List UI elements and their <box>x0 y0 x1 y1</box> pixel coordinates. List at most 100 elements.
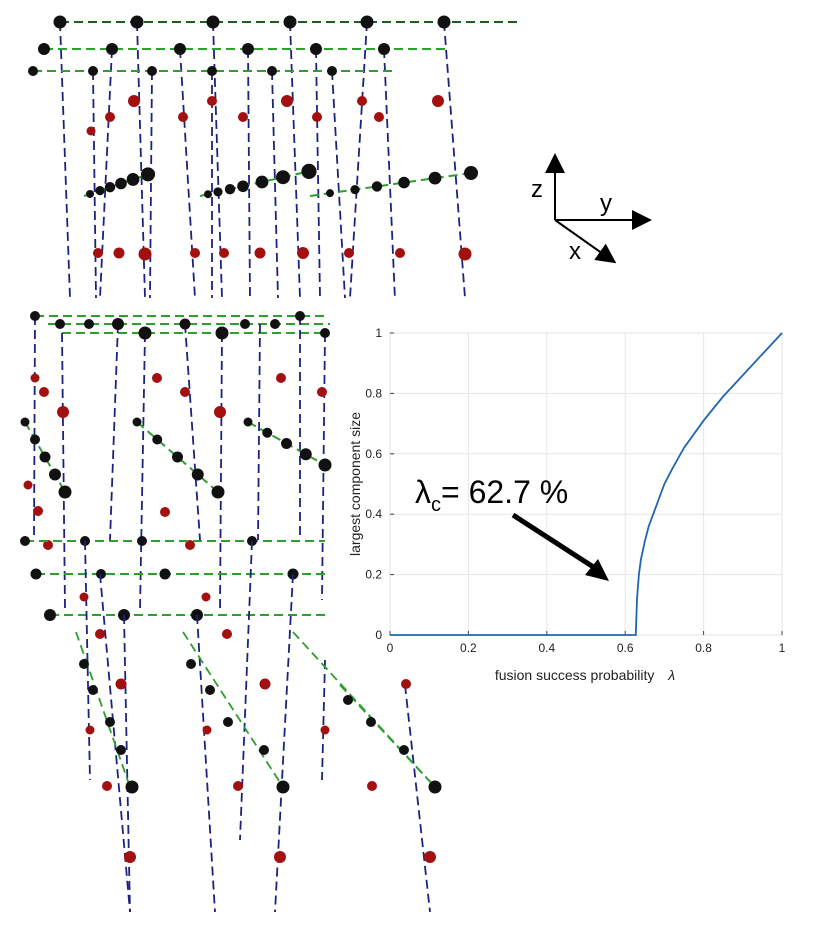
qubit-red <box>401 679 411 689</box>
qubit-red <box>367 781 377 791</box>
threshold-annotation: λc= 62.7 % <box>415 474 568 516</box>
qubit <box>464 166 478 180</box>
qubit <box>301 163 317 179</box>
qubit <box>112 318 124 330</box>
y-tick-label: 0.6 <box>365 447 382 461</box>
qubit <box>79 659 89 669</box>
qubit-red <box>201 592 211 602</box>
vertical-bond <box>109 323 119 541</box>
vertical-bond <box>271 70 279 299</box>
vertical-bond <box>59 21 71 299</box>
qubit-red <box>254 247 266 259</box>
x-axis-title-symbol: λ <box>667 667 675 683</box>
qubit <box>105 717 115 727</box>
qubit <box>186 659 196 669</box>
qubit-red <box>432 95 444 107</box>
qubit-red <box>219 248 229 258</box>
qubit-red <box>222 629 232 639</box>
qubit <box>204 190 212 199</box>
qubit <box>343 695 353 705</box>
qubit <box>318 458 332 472</box>
vertical-bond <box>149 70 153 299</box>
qubit <box>366 717 376 727</box>
qubit <box>299 448 312 461</box>
qubit <box>58 485 72 499</box>
vertical-bond <box>123 614 131 913</box>
qubit-red <box>105 112 115 122</box>
qubit-red <box>57 406 69 418</box>
qubit <box>115 177 127 190</box>
qubit-red <box>86 126 96 136</box>
qubit <box>44 609 56 621</box>
qubit-red <box>128 95 140 107</box>
qubit-red <box>178 112 188 122</box>
qubit <box>172 451 183 463</box>
vertical-bond <box>219 332 223 611</box>
qubit <box>30 434 40 445</box>
qubit-red <box>93 248 103 258</box>
qubit <box>96 569 106 579</box>
qubit-red <box>357 96 367 106</box>
qubit <box>224 184 236 195</box>
qubit-red <box>312 112 322 122</box>
x-tick-label: 1 <box>779 641 786 655</box>
qubit-red <box>43 540 53 550</box>
series-line <box>390 332 783 636</box>
qubit <box>55 319 65 329</box>
y-ticks: 0 0.2 0.4 0.6 0.8 1 <box>365 326 394 642</box>
qubit-red <box>276 373 286 383</box>
qubit <box>30 311 40 321</box>
qubit-red <box>79 592 89 602</box>
qubit <box>84 319 94 329</box>
x-tick-label: 0.6 <box>617 641 634 655</box>
qubit <box>350 184 360 195</box>
chain-bond <box>339 684 436 788</box>
qubit <box>428 171 442 185</box>
x-axis-title-text: fusion success probability <box>495 667 655 683</box>
qubit <box>205 685 215 695</box>
x-axis-arrow <box>554 219 617 264</box>
qubit-red <box>23 480 33 490</box>
qubit-red <box>374 112 384 122</box>
vertical-bond <box>196 614 216 913</box>
qubit <box>437 15 451 29</box>
qubit-red <box>344 248 354 258</box>
qubit <box>152 434 163 445</box>
qubit-red <box>113 247 125 259</box>
vertical-bond <box>61 332 66 609</box>
qubit <box>20 417 30 427</box>
qubit <box>320 328 330 338</box>
x-axis-label: x <box>569 238 581 265</box>
qubit <box>28 66 38 76</box>
qubit <box>130 15 144 29</box>
qubit <box>262 427 273 438</box>
qubit <box>326 189 334 198</box>
x-tick-label: 0 <box>387 641 394 655</box>
vertical-bond <box>239 540 253 841</box>
qubit-red <box>274 851 286 863</box>
vertical-bond <box>321 659 326 781</box>
x-tick-label: 0.8 <box>695 641 712 655</box>
qubit <box>270 319 280 329</box>
qubit-red <box>238 112 248 122</box>
qubit <box>283 15 297 29</box>
qubit-red <box>180 387 190 397</box>
qubit <box>310 43 322 55</box>
y-tick-label: 0.2 <box>365 568 382 582</box>
chain-bond <box>136 421 219 493</box>
qubit-red <box>160 507 170 517</box>
vertical-bond <box>33 315 36 541</box>
qubit-red <box>207 96 217 106</box>
qubit <box>159 568 171 580</box>
qubit-red <box>102 781 112 791</box>
qubit <box>327 66 337 76</box>
x-tick-label: 0.4 <box>538 641 555 655</box>
qubit-red <box>138 247 152 261</box>
y-tick-label: 1 <box>375 326 382 340</box>
qubit <box>428 780 442 794</box>
qubit <box>116 745 126 755</box>
qubit-red <box>202 725 212 735</box>
qubit <box>295 311 305 321</box>
percolation-chart: 0 0.2 0.4 0.6 0.8 1 0 0.2 0.4 0.6 0.8 1 fusion suc… <box>347 326 786 683</box>
